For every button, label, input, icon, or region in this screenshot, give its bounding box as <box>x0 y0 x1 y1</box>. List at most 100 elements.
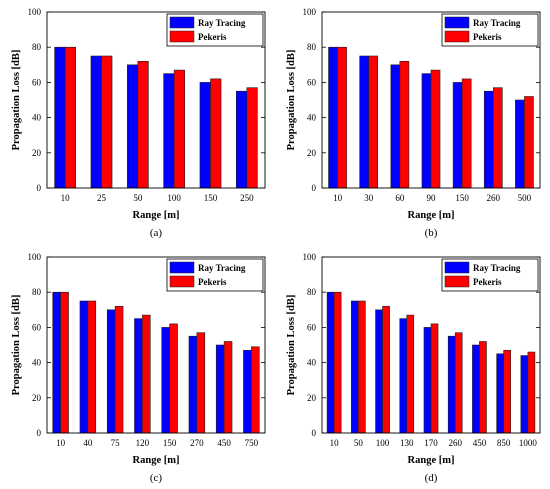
bar-a-pekeris-150 <box>210 78 222 189</box>
legend-swatch-a-ray-tracing <box>169 16 195 29</box>
bar-c-pekeris-120 <box>142 314 151 434</box>
bar-c-ray-tracing-10 <box>52 291 61 434</box>
bar-a-pekeris-50 <box>137 60 149 189</box>
bar-b-ray-tracing-60 <box>390 64 401 189</box>
x-tick-label-b-500: 500 <box>518 193 532 203</box>
bar-b-ray-tracing-260 <box>483 90 494 189</box>
x-axis-label-a: Range [m] <box>133 210 180 221</box>
bar-a-ray-tracing-100 <box>163 73 175 189</box>
panel-caption-a: (a) <box>150 227 163 239</box>
y-axis-label-c: Propagation Loss [dB] <box>11 295 22 396</box>
y-tick-label-b-100: 100 <box>303 7 317 17</box>
legend-swatch-a-pekeris <box>169 30 195 43</box>
x-tick-label-b-60: 60 <box>395 193 405 203</box>
legend-label-d-ray-tracing: Ray Tracing <box>473 263 521 273</box>
x-axis-label-b: Range [m] <box>408 210 455 221</box>
bar-b-pekeris-10 <box>337 46 347 189</box>
bar-c-pekeris-40 <box>87 300 97 434</box>
bar-a-ray-tracing-25 <box>90 55 102 189</box>
bar-d-pekeris-170 <box>430 323 439 434</box>
legend-swatch-b-pekeris <box>444 30 470 43</box>
x-tick-label-a-150: 150 <box>204 193 218 203</box>
legend-swatch-b-ray-tracing <box>444 16 470 29</box>
y-tick-label-b-60: 60 <box>307 77 317 87</box>
bar-c-pekeris-150 <box>169 323 178 434</box>
x-tick-label-c-750: 750 <box>245 438 259 448</box>
x-tick-label-d-1000: 1000 <box>519 438 538 448</box>
bar-d-ray-tracing-100 <box>375 309 383 434</box>
panel-caption-d: (d) <box>425 472 438 484</box>
x-tick-label-c-270: 270 <box>190 438 204 448</box>
panel-caption-b: (b) <box>425 227 438 239</box>
y-tick-label-c-20: 20 <box>32 393 42 403</box>
chart-a-svg: 10 25 50 100 150 250 0 20 40 60 80 100 Range [m] Prop… <box>11 7 266 239</box>
x-tick-label-b-150: 150 <box>455 193 469 203</box>
x-tick-label-a-10: 10 <box>61 193 71 203</box>
chart-panel-b: 10 30 60 90 150 260 500 0 20 40 60 80 100 Range [m] Pr… <box>275 0 550 244</box>
legend-label-d-pekeris: Pekeris <box>473 277 502 287</box>
y-tick-label-b-20: 20 <box>307 148 317 158</box>
y-tick-label-c-80: 80 <box>32 287 42 297</box>
chart-d-svg: 10 50 100 130 170 260 450 850 1000 0 20 40 60 80 100 Ra… <box>286 252 541 484</box>
bar-d-ray-tracing-850 <box>496 353 504 434</box>
y-tick-label-b-40: 40 <box>307 113 317 123</box>
bar-d-pekeris-100 <box>382 305 390 434</box>
bar-c-ray-tracing-150 <box>161 327 170 434</box>
y-tick-label-b-0: 0 <box>312 183 317 193</box>
bar-d-pekeris-1000 <box>527 351 536 434</box>
legend-label-b-ray-tracing: Ray Tracing <box>473 18 521 28</box>
y-tick-label-a-0: 0 <box>37 183 42 193</box>
bar-b-ray-tracing-90 <box>421 73 432 189</box>
legend-label-c-ray-tracing: Ray Tracing <box>198 263 246 273</box>
bar-a-pekeris-25 <box>101 55 113 189</box>
y-axis-label-b: Propagation Loss [dB] <box>286 50 297 151</box>
bar-c-pekeris-75 <box>114 305 124 434</box>
y-axis-label-d: Propagation Loss [dB] <box>286 295 297 396</box>
bar-b-pekeris-60 <box>399 60 410 189</box>
bar-a-ray-tracing-250 <box>235 90 248 189</box>
x-tick-label-c-40: 40 <box>83 438 93 448</box>
chart-panel-d: 10 50 100 130 170 260 450 850 1000 0 20 40 60 80 100 Ra… <box>275 245 550 489</box>
bar-d-pekeris-450 <box>479 341 487 434</box>
bar-b-pekeris-30 <box>368 55 379 189</box>
x-tick-label-a-50: 50 <box>133 193 143 203</box>
bar-a-ray-tracing-10 <box>54 46 66 189</box>
bar-b-ray-tracing-500 <box>515 99 525 189</box>
y-tick-label-a-40: 40 <box>32 113 42 123</box>
x-tick-label-b-10: 10 <box>333 193 343 203</box>
x-tick-label-c-75: 75 <box>111 438 121 448</box>
bar-d-pekeris-850 <box>503 349 511 434</box>
x-tick-label-c-450: 450 <box>217 438 231 448</box>
x-tick-label-d-450: 450 <box>473 438 487 448</box>
y-tick-label-d-0: 0 <box>312 428 317 438</box>
bar-d-ray-tracing-1000 <box>520 355 529 434</box>
y-tick-label-a-20: 20 <box>32 148 42 158</box>
bar-c-pekeris-750 <box>251 346 260 434</box>
bar-d-ray-tracing-10 <box>326 291 335 434</box>
bar-a-pekeris-250 <box>246 87 258 189</box>
x-tick-label-d-50: 50 <box>354 438 364 448</box>
bar-c-pekeris-10 <box>60 291 69 434</box>
legend-a: Ray Tracing Pekeris <box>166 13 264 47</box>
x-tick-label-c-150: 150 <box>163 438 177 448</box>
x-axis-label-d: Range [m] <box>408 455 455 466</box>
bar-a-pekeris-100 <box>173 69 186 189</box>
legend-label-a-ray-tracing: Ray Tracing <box>198 18 246 28</box>
bar-c-ray-tracing-750 <box>243 349 252 434</box>
legend-label-c-pekeris: Pekeris <box>198 277 227 287</box>
bar-d-ray-tracing-170 <box>423 327 432 434</box>
bar-a-ray-tracing-50 <box>126 64 139 189</box>
x-tick-label-b-90: 90 <box>427 193 437 203</box>
y-tick-label-d-80: 80 <box>307 287 317 297</box>
bar-c-ray-tracing-120 <box>134 318 143 434</box>
bar-b-ray-tracing-30 <box>359 55 370 189</box>
y-tick-label-a-60: 60 <box>32 77 42 87</box>
bar-b-ray-tracing-10 <box>328 46 338 189</box>
x-axis-label-c: Range [m] <box>133 455 180 466</box>
y-tick-label-c-0: 0 <box>37 428 42 438</box>
bar-c-ray-tracing-40 <box>79 300 89 434</box>
legend-c: Ray Tracing Pekeris <box>166 258 264 292</box>
y-tick-label-b-80: 80 <box>307 42 317 52</box>
panel-caption-c: (c) <box>150 472 163 484</box>
